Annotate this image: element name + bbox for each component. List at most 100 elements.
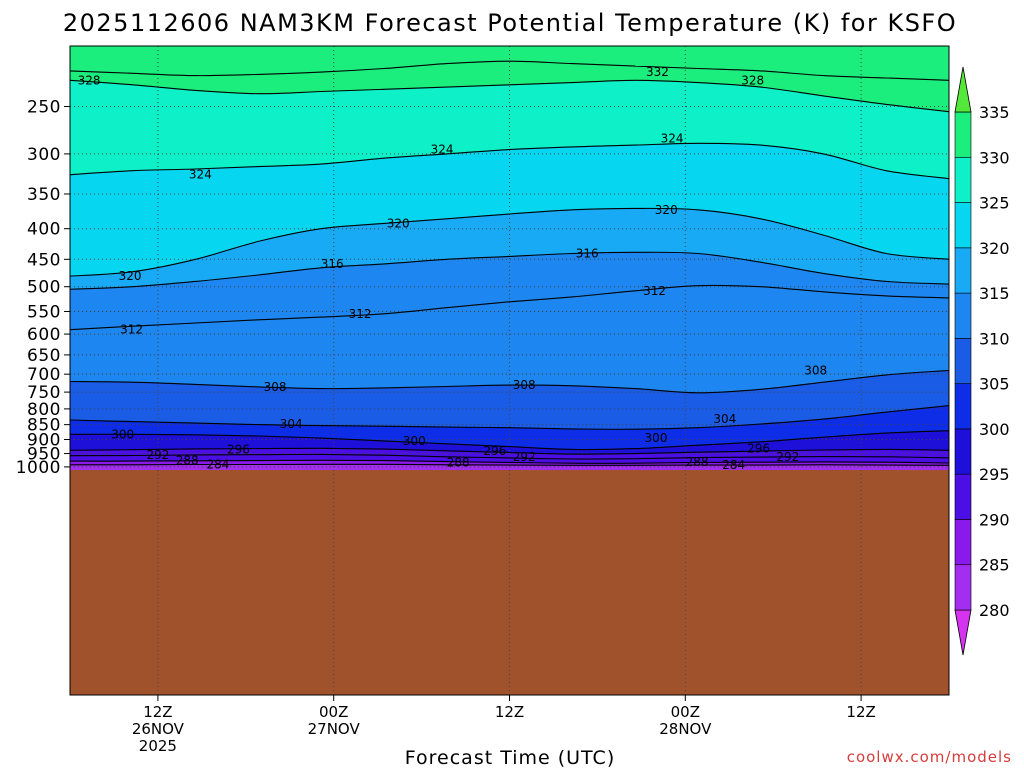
y-tick-label-700: 700	[27, 365, 61, 385]
colorbar-swatch-280	[954, 564, 972, 611]
contour-labels: 328 332 328 324 324 324 320 320 316 316 320 312 312 3…	[78, 65, 828, 472]
contour-324	[70, 142, 949, 180]
contour-label-304: 304	[713, 412, 736, 426]
contour-label-316: 316	[576, 246, 599, 260]
contour-332	[70, 60, 949, 81]
colorbar-label-310: 310	[979, 329, 1010, 348]
contour-328	[70, 79, 949, 113]
colorbar-label-325: 325	[979, 194, 1010, 213]
y-tick-label-950: 950	[27, 445, 61, 465]
contour-label-312: 312	[643, 284, 666, 298]
contour-label-312: 312	[349, 307, 372, 321]
contour-label-316: 316	[321, 257, 344, 271]
colorbar-swatch-320	[954, 202, 972, 249]
colorbar-swatch-300	[954, 383, 972, 430]
grid-lines	[70, 46, 949, 695]
contour-label-292: 292	[513, 450, 536, 464]
fill-band-above-332	[70, 46, 949, 81]
x-tick-label-36-line1: 12Z	[495, 703, 524, 721]
y-tick-label-600: 600	[27, 325, 61, 345]
y-tick-label-500: 500	[27, 278, 61, 298]
y-tick-label-850: 850	[27, 416, 61, 436]
x-tick-label-24-line1: 00Z	[319, 703, 348, 721]
contour-label-304: 304	[280, 417, 303, 431]
contour-label-288: 288	[447, 456, 470, 470]
colorbar-label-305: 305	[979, 375, 1010, 394]
contour-308	[70, 369, 949, 394]
colorbar-extend-high	[954, 66, 972, 113]
colorbar-label-295: 295	[979, 465, 1010, 484]
y-tick-label-400: 400	[27, 220, 61, 240]
x-tick-label-48-line1: 00Z	[671, 703, 700, 721]
y-tick-label-300: 300	[27, 145, 61, 165]
contour-label-320: 320	[119, 269, 142, 283]
contour-label-324: 324	[431, 143, 454, 157]
credit-text: coolwx.com/models	[847, 748, 1012, 766]
y-tick-label-650: 650	[27, 346, 61, 366]
contour-label-300: 300	[111, 427, 134, 441]
x-tick-label-12-line3: 2025	[139, 737, 177, 755]
fill-band-304-308	[70, 370, 949, 430]
colorbar-label-335: 335	[979, 103, 1010, 122]
contour-316	[70, 251, 949, 290]
contour-304	[70, 405, 949, 430]
colorbar-swatch-295	[954, 428, 972, 475]
y-tick-label-750: 750	[27, 383, 61, 403]
colorbar-label-285: 285	[979, 556, 1010, 575]
colorbar-swatch-305	[954, 338, 972, 384]
contour-296	[70, 447, 949, 455]
colorbar-swatch-330	[954, 111, 972, 158]
contour-label-308: 308	[804, 363, 827, 377]
y-tick-label-1000: 1000	[16, 458, 61, 478]
contour-label-308: 308	[264, 380, 287, 394]
contour-label-292: 292	[776, 450, 799, 464]
contour-label-320: 320	[387, 216, 410, 230]
fill-band-320-324	[70, 143, 949, 277]
contour-label-296: 296	[747, 442, 770, 456]
contour-label-324: 324	[661, 132, 684, 146]
x-tick-label-60-line1: 12Z	[846, 703, 875, 721]
x-tick-label-48-line2: 28NOV	[659, 720, 712, 738]
contour-label-300: 300	[645, 431, 668, 445]
contour-284	[70, 463, 949, 466]
x-tick-label-12-line1: 12Z	[143, 703, 172, 721]
contour-label-292: 292	[146, 448, 169, 462]
contour-label-324: 324	[189, 168, 212, 182]
y-tick-label-450: 450	[27, 250, 61, 270]
y-tick-label-900: 900	[27, 431, 61, 451]
y-axis: 2503003504004505005506006507007508008509…	[16, 98, 70, 478]
fill-band-316-320	[70, 208, 949, 290]
contour-label-300: 300	[403, 434, 426, 448]
y-tick-label-350: 350	[27, 185, 61, 205]
x-tick-label-24-line2: 27NOV	[308, 720, 361, 738]
colorbar-swatch-285	[954, 519, 972, 566]
contour-label-308: 308	[513, 378, 536, 392]
colorbar-swatch-325	[954, 156, 972, 203]
colorbar-label-280: 280	[979, 601, 1010, 620]
contour-label-296: 296	[227, 442, 250, 456]
colorbar: 280 285 290 295 300 305 310 315 320 325 330 335	[954, 66, 1010, 656]
colorbar-label-330: 330	[979, 148, 1010, 167]
x-axis-label: Forecast Time (UTC)	[405, 747, 615, 768]
contour-label-328: 328	[741, 73, 764, 87]
contour-label-312: 312	[120, 323, 143, 337]
colorbar-swatch-290	[954, 473, 972, 520]
contour-label-284: 284	[207, 458, 230, 472]
y-tick-label-550: 550	[27, 302, 61, 322]
contour-312	[70, 284, 949, 331]
contour-label-296: 296	[483, 444, 506, 458]
contour-288	[70, 459, 949, 464]
contour-label-288: 288	[176, 454, 199, 468]
y-tick-label-800: 800	[27, 400, 61, 420]
colorbar-label-315: 315	[979, 284, 1010, 303]
contour-label-288: 288	[686, 455, 709, 469]
contour-label-320: 320	[655, 203, 678, 217]
fill-band-292-296	[70, 448, 949, 460]
contour-label-328: 328	[78, 73, 101, 87]
colorbar-label-320: 320	[979, 239, 1010, 258]
colorbar-swatch-315	[954, 247, 972, 294]
contour-300	[70, 430, 949, 451]
fill-band-300-304	[70, 405, 949, 450]
